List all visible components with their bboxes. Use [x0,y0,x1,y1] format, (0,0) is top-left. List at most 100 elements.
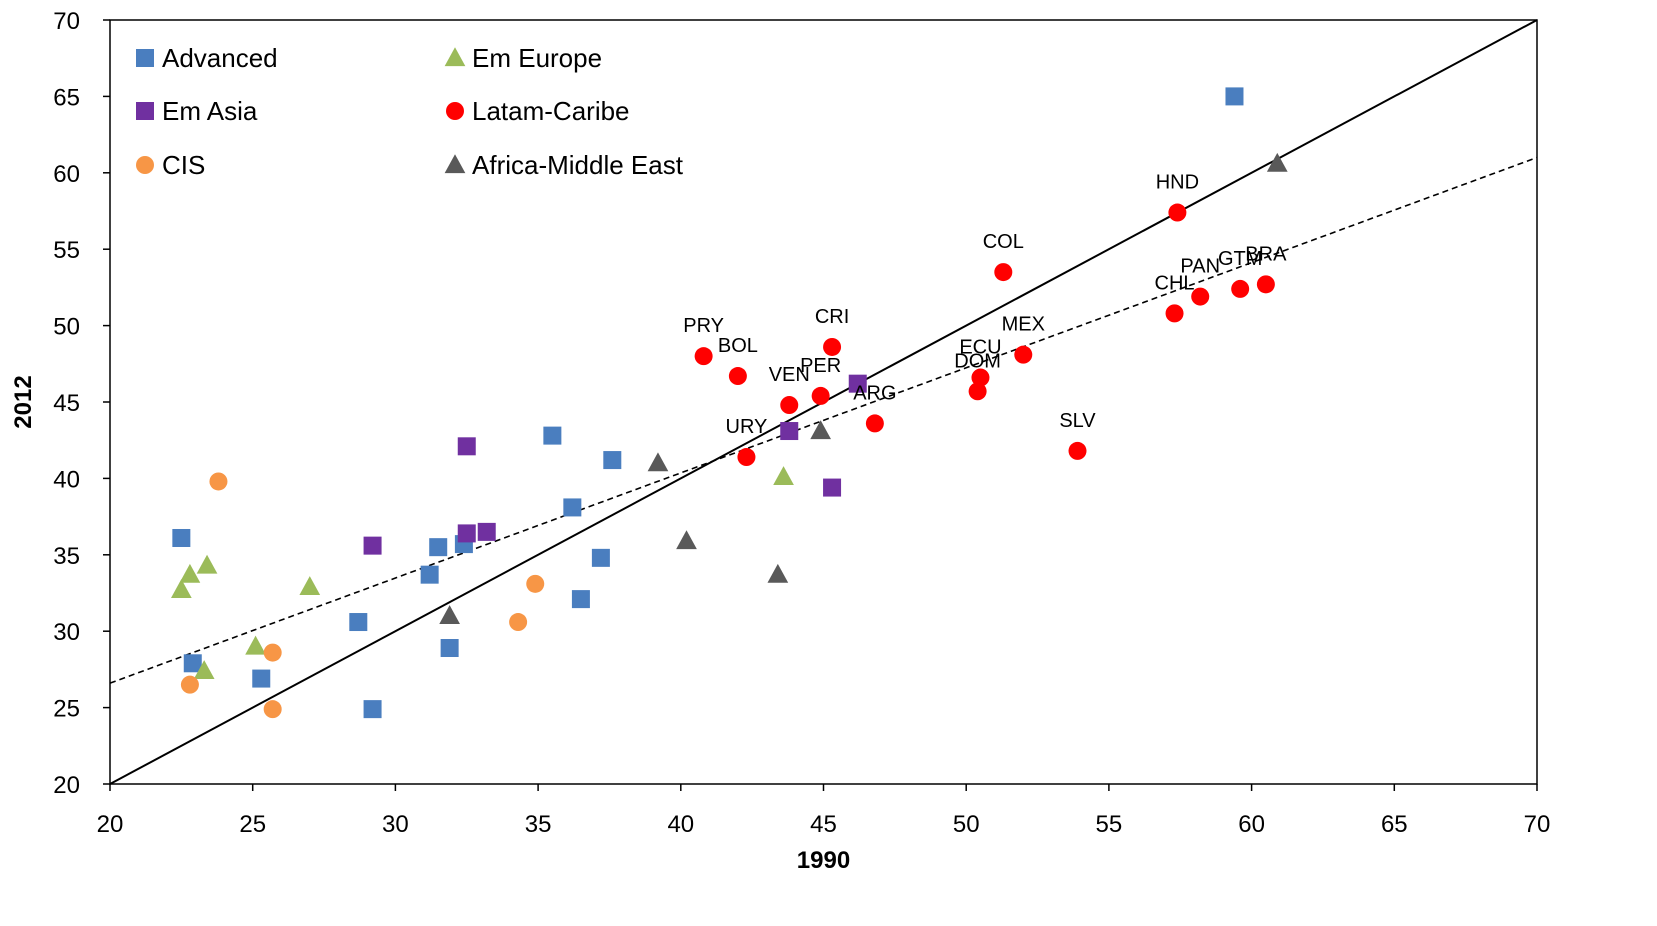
em-europe-point [299,576,321,595]
cis-point [209,472,228,491]
x-tick-label: 45 [810,811,837,838]
point-label-col: COL [983,231,1024,253]
africa-middle-east-point [676,530,697,550]
x-tick-label: 40 [667,811,694,838]
em-europe-point [193,660,215,680]
legend-marker-cis [136,156,154,174]
point-label-arg: ARG [853,382,896,404]
x-tick-label: 20 [97,811,124,838]
advanced-point [252,669,271,688]
point-label-per: PER [800,355,841,377]
cis-point [180,675,199,694]
point-label-bol: BOL [718,335,758,357]
latam-caribe-point [1068,441,1087,460]
advanced-point [183,654,202,673]
y-tick-label: 40 [53,466,80,493]
latam-caribe-point [780,396,799,415]
legend-label-africa-middle-east: Africa-Middle East [472,150,684,180]
africa-middle-east-point [647,452,669,472]
advanced-point [1225,87,1244,106]
point-label-chl: CHL [1155,272,1195,294]
y-tick-label: 70 [53,8,80,35]
advanced-point [420,565,439,584]
cis-point [263,700,282,719]
x-tick-label: 65 [1381,811,1408,838]
latam-caribe-point [811,386,830,405]
legend-marker-em-asia [136,102,154,120]
legend-marker-advanced [136,49,154,67]
em-europe-point [196,554,218,574]
advanced-point [349,613,368,632]
point-label-pan: PAN [1180,256,1220,278]
latam-caribe-point [1014,345,1033,364]
em-europe-point [179,563,201,583]
africa-middle-east-point [767,563,789,583]
y-tick-label: 65 [53,84,80,111]
x-tick-label: 50 [953,811,980,838]
latam-caribe-point [1191,287,1210,306]
cis-point [526,574,545,593]
x-axis-title: 1990 [797,847,850,874]
x-tick-label: 60 [1238,811,1265,838]
x-tick-label: 70 [1524,811,1551,838]
x-tick-label: 55 [1096,811,1123,838]
point-label-bra: BRA [1245,243,1287,265]
cis-point [509,613,528,632]
em-asia-point [477,522,496,541]
legend-label-cis: CIS [162,150,205,180]
y-axis-ticks: 20 25 30 35 40 45 50 55 60 65 70 [53,8,110,799]
point-label-ecu: ECU [959,337,1001,359]
latam-caribe-point [823,337,842,356]
x-axis-ticks: 20 25 30 35 40 45 50 55 60 65 70 [97,784,1551,838]
latam-caribe-point [1165,304,1184,323]
africa-middle-east-point [810,420,831,440]
legend: Advanced Em Europe Em Asia Latam-Caribe CIS A… [136,43,684,180]
latam-caribe-point [994,263,1013,282]
advanced-point [571,590,590,609]
x-tick-label: 25 [239,811,266,838]
data-markers [171,87,1288,719]
em-asia-point [780,422,799,441]
y-tick-label: 35 [53,543,80,570]
point-label-gtm: GTM [1218,248,1262,270]
legend-label-advanced: Advanced [162,43,278,73]
africa-middle-east-point [1266,152,1288,172]
latam-caribe-point [1256,275,1275,294]
latam-caribe-point [694,347,713,366]
em-asia-point [457,437,476,456]
africa-middle-east-point [439,605,460,625]
y-axis-title: 2012 [10,375,37,428]
legend-marker-em-europe [444,47,466,67]
y-tick-label: 30 [53,619,80,646]
point-label-pry: PRY [683,315,724,337]
legend-label-em-asia: Em Asia [162,96,258,126]
advanced-point [603,451,622,470]
legend-label-latam-caribe: Latam-Caribe [472,96,630,126]
legend-label-em-europe: Em Europe [472,43,602,73]
point-label-slv: SLV [1059,410,1096,432]
point-label-hnd: HND [1156,172,1199,194]
legend-marker-africa-middle-east [444,154,466,174]
advanced-point [363,700,382,719]
em-asia-point [848,374,867,393]
latam-caribe-point [865,414,884,433]
em-europe-point [245,635,266,655]
y-tick-label: 25 [53,696,80,723]
em-europe-point [171,579,192,599]
latam-caribe-point [968,382,987,401]
legend-marker-latam-caribe [446,102,464,120]
latam-caribe-point [971,368,990,387]
y-tick-label: 60 [53,161,80,188]
advanced-point [563,498,582,517]
point-label-mex: MEX [1002,314,1045,336]
x-tick-label: 30 [382,811,409,838]
advanced-point [543,426,562,445]
em-europe-point [773,466,794,485]
em-asia-point [823,478,842,497]
y-tick-label: 20 [53,772,80,799]
latam-caribe-point [1231,279,1250,298]
em-asia-point [363,536,382,555]
point-label-ury: URY [726,416,768,438]
